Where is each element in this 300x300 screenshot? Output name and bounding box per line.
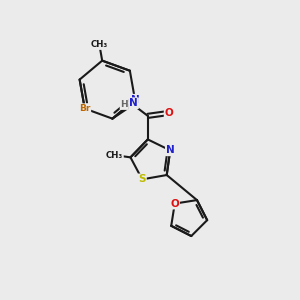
- Text: N: N: [166, 146, 175, 155]
- Text: Br: Br: [79, 104, 90, 113]
- Text: CH₃: CH₃: [106, 151, 123, 160]
- Text: S: S: [138, 174, 146, 184]
- Text: CH₃: CH₃: [91, 40, 108, 49]
- Text: H: H: [120, 100, 128, 109]
- Text: O: O: [165, 108, 173, 118]
- Text: N: N: [130, 95, 139, 105]
- Text: O: O: [170, 199, 179, 208]
- Text: N: N: [129, 98, 138, 108]
